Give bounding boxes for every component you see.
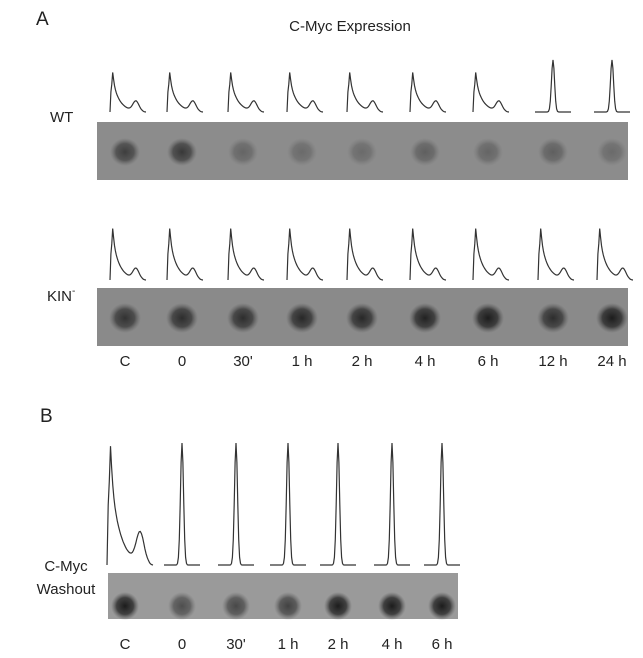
blot-spot — [167, 138, 197, 166]
panel-label: A — [36, 9, 49, 30]
panel-label: B — [40, 406, 53, 427]
lane-label: 4 h — [382, 636, 403, 653]
histogram — [374, 442, 410, 566]
blot-spot — [378, 592, 406, 620]
histogram — [286, 72, 324, 113]
row-label: C-Myc — [44, 558, 88, 575]
histogram — [594, 59, 630, 113]
lane-label: 30' — [233, 353, 253, 370]
blot-spot — [324, 592, 352, 620]
blot-spot — [347, 138, 377, 166]
blot-spot — [538, 138, 568, 166]
blot-spot — [110, 138, 140, 166]
row-label-text: KIN — [47, 288, 72, 305]
histogram — [537, 228, 575, 281]
histogram — [164, 442, 200, 566]
lane-label: 0 — [178, 636, 186, 653]
histogram — [227, 228, 265, 281]
lane-label: 30' — [226, 636, 246, 653]
lane-label: 6 h — [432, 636, 453, 653]
lane-label: C — [120, 353, 131, 370]
superscript: - — [72, 286, 75, 297]
histogram — [109, 228, 147, 281]
histogram — [346, 72, 384, 113]
lane-label: 2 h — [352, 353, 373, 370]
blot-spot — [111, 592, 139, 620]
histogram — [227, 72, 265, 113]
histogram — [109, 72, 147, 113]
blot-spot — [428, 592, 456, 620]
histogram — [286, 228, 324, 281]
blot-spot — [227, 303, 259, 333]
lane-label: 1 h — [292, 353, 313, 370]
blot-spot — [537, 303, 569, 333]
blot-spot — [346, 303, 378, 333]
lane-label: 4 h — [415, 353, 436, 370]
histogram — [106, 446, 154, 566]
panel-title: C-Myc Expression — [289, 18, 411, 35]
lane-label: 12 h — [538, 353, 567, 370]
lane-label: 0 — [178, 353, 186, 370]
histogram — [472, 228, 510, 281]
histogram — [270, 442, 306, 566]
lane-label: 6 h — [478, 353, 499, 370]
blot-spot — [222, 592, 250, 620]
histogram — [218, 442, 254, 566]
histogram — [472, 72, 510, 113]
blot-spot — [168, 592, 196, 620]
histogram — [596, 228, 634, 281]
blot-spot — [472, 303, 504, 333]
blot-spot — [287, 138, 317, 166]
histogram — [320, 442, 356, 566]
histogram — [409, 228, 447, 281]
histogram — [166, 72, 204, 113]
histogram — [535, 59, 571, 113]
blot-spot — [286, 303, 318, 333]
blot-spot — [473, 138, 503, 166]
blot-spot — [228, 138, 258, 166]
blot-spot — [109, 303, 141, 333]
histogram — [409, 72, 447, 113]
histogram — [424, 442, 460, 566]
blot-spot — [597, 138, 627, 166]
lane-label: 1 h — [278, 636, 299, 653]
histogram — [346, 228, 384, 281]
lane-label: 24 h — [597, 353, 626, 370]
row-label: KIN- — [47, 286, 75, 305]
row-label: WT — [50, 109, 73, 126]
row-label: Washout — [37, 581, 96, 598]
blot-spot — [409, 303, 441, 333]
histogram — [166, 228, 204, 281]
blot-spot — [410, 138, 440, 166]
blot-spot — [274, 592, 302, 620]
blot-spot — [596, 303, 628, 333]
lane-label: 2 h — [328, 636, 349, 653]
blot-spot — [166, 303, 198, 333]
lane-label: C — [120, 636, 131, 653]
